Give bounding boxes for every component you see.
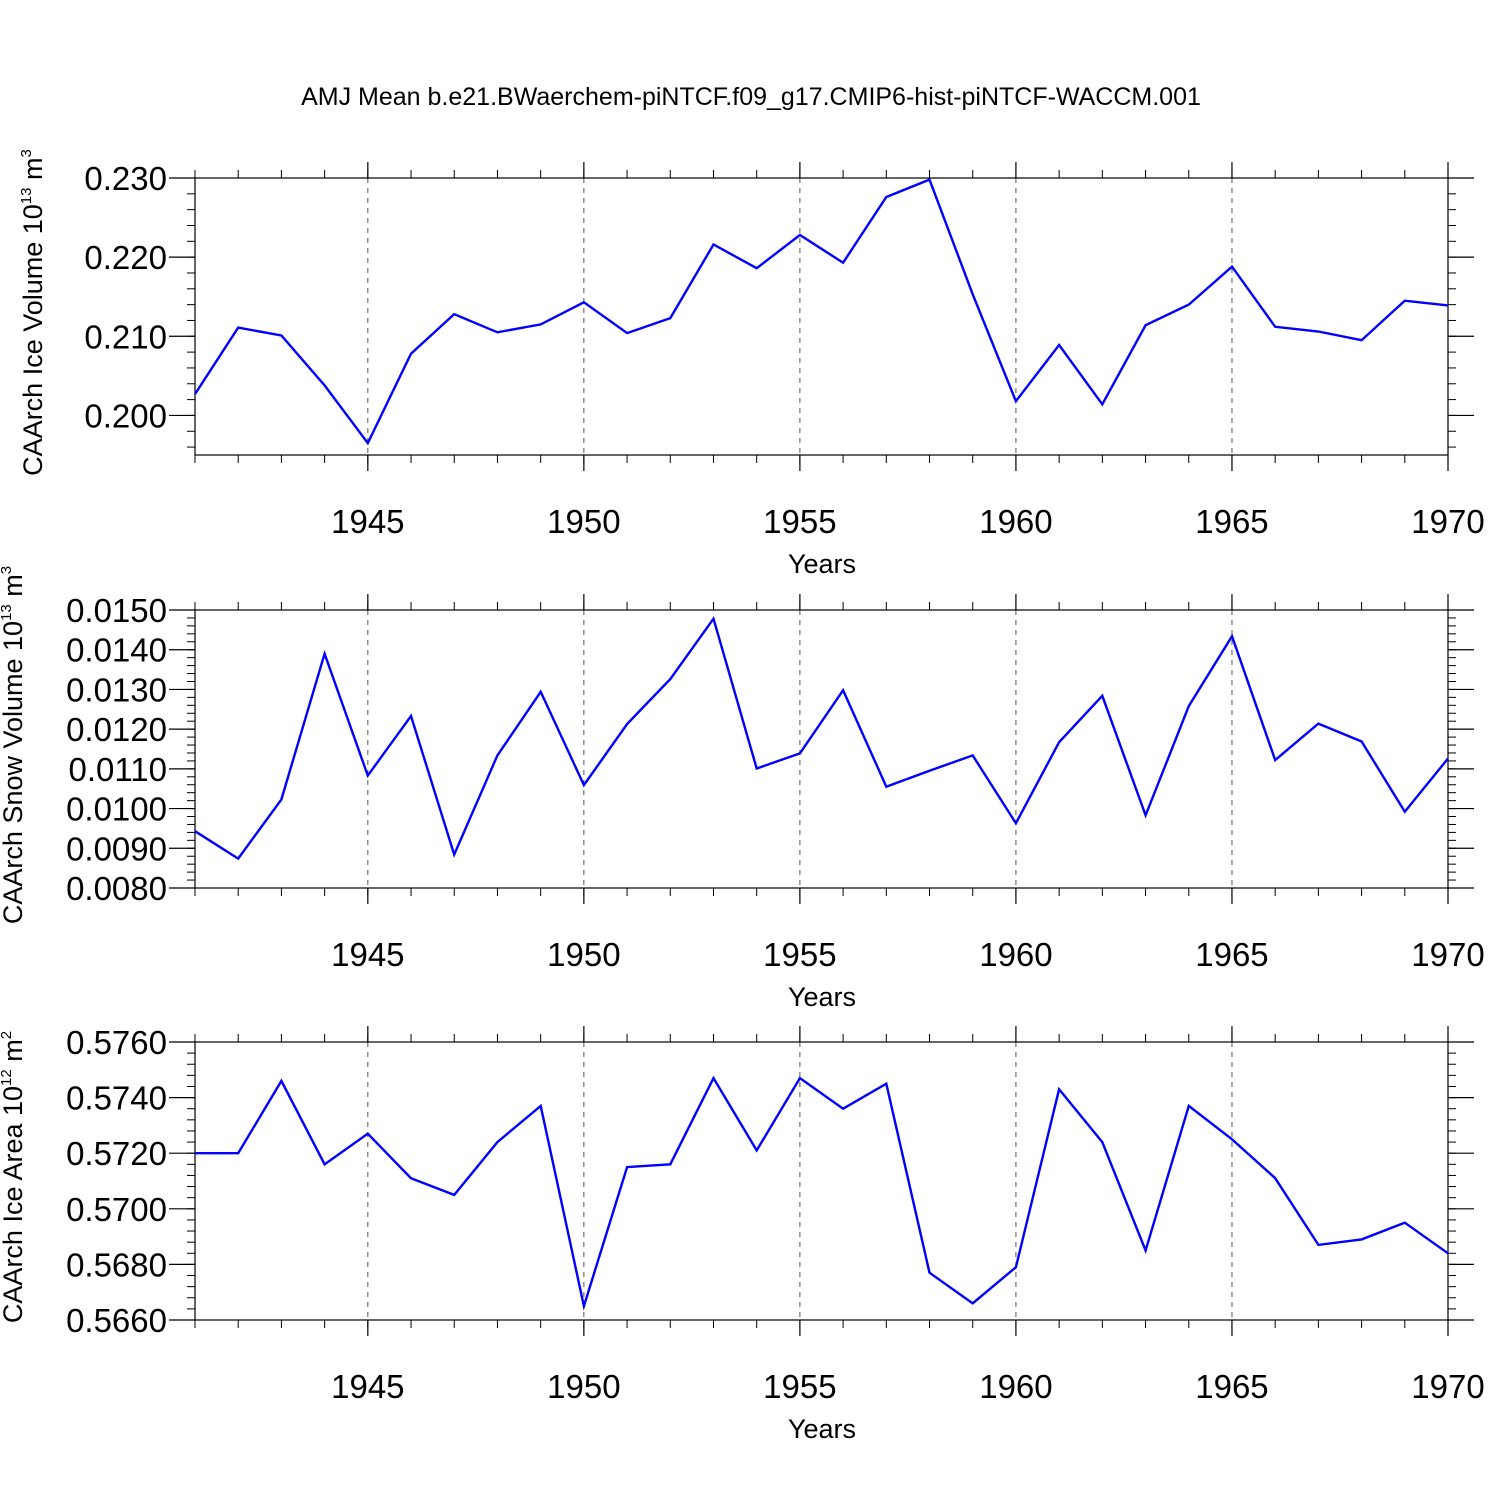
y-axis-label-exponent: 13	[0, 604, 15, 621]
y-tick-label: 0.0120	[66, 711, 167, 748]
x-tick-label: 1950	[547, 503, 620, 540]
x-tick-label: 1945	[331, 1368, 404, 1405]
y-tick-label: 0.210	[84, 318, 167, 355]
x-tick-label: 1950	[547, 936, 620, 973]
y-tick-label: 0.0090	[66, 830, 167, 867]
y-tick-label: 0.0080	[66, 870, 167, 907]
x-tick-label: 1965	[1195, 936, 1268, 973]
y-axis-label-unit-exponent: 3	[0, 566, 15, 574]
y-axis-label: CAArch Ice Volume 1013 m3	[18, 149, 48, 476]
x-tick-label: 1960	[979, 936, 1052, 973]
y-axis-label-text: CAArch Snow Volume 10	[0, 621, 28, 924]
x-tick-label: 1950	[547, 1368, 620, 1405]
y-axis-label-exponent: 12	[0, 1069, 15, 1086]
y-tick-label: 0.0110	[69, 751, 167, 788]
panels: 1945 1950 1955 1960 1965 1970 0.200 0.210 0.220 0…	[0, 149, 1485, 1444]
chart-title: AMJ Mean b.e21.BWaerchem-piNTCF.f09_g17.…	[301, 83, 1201, 111]
y-axis-label-text: CAArch Ice Volume 10	[18, 204, 48, 476]
x-tick-label: 1945	[331, 936, 404, 973]
y-tick-label: 0.0150	[66, 592, 167, 629]
plot-frame	[194, 1041, 1449, 1321]
x-tick-label: 1970	[1411, 936, 1484, 973]
y-axis-label: CAArch Snow Volume 1013 m3	[0, 566, 28, 924]
series-line	[194, 615, 1449, 861]
y-tick-label: 0.5660	[66, 1302, 167, 1339]
y-axis-label-unit: m	[18, 158, 48, 188]
chart-panel-2: 1945 1950 1955 1960 1965 19700.00800.00900.01…	[0, 566, 1485, 1012]
y-tick-label: 0.220	[84, 239, 167, 276]
series-line	[193, 178, 1449, 446]
y-axis-label-unit-exponent: 3	[18, 149, 35, 157]
x-axis-label: Years	[788, 982, 856, 1012]
y-tick-label: 0.5740	[66, 1080, 167, 1117]
y-axis-label-exponent: 13	[18, 188, 35, 205]
y-tick-label: 0.5680	[66, 1246, 167, 1283]
y-tick-label: 0.5700	[66, 1191, 167, 1228]
chart-panel-3: 1945 1950 1955 1960 1965 1970 0.5660 0.5680 0.57…	[0, 1024, 1485, 1444]
series-line	[195, 1075, 1449, 1311]
x-tick-label: 1955	[763, 1368, 836, 1405]
x-tick-label: 1965	[1195, 503, 1268, 540]
y-axis-label-unit-exponent: 2	[0, 1031, 15, 1039]
y-axis-label-unit: m	[0, 574, 28, 604]
x-tick-label: 1955	[763, 936, 836, 973]
chart-panel-1: 1945 1950 1955 1960 1965 1970 0.200 0.210 0.220 0…	[18, 149, 1485, 579]
x-tick-label: 1970	[1411, 1368, 1484, 1405]
y-tick-label: 0.0130	[66, 671, 167, 708]
x-tick-label: 1945	[331, 503, 404, 540]
plot-frame	[194, 609, 1449, 889]
y-axis-label-text: CAArch Ice Area 10	[0, 1086, 28, 1323]
y-tick-label: 0.5760	[66, 1024, 167, 1061]
y-axis-label: CAArch Ice Area 1012 m2	[0, 1031, 28, 1323]
y-tick-label: 0.5720	[66, 1135, 167, 1172]
x-tick-label: 1955	[763, 503, 836, 540]
y-axis-label-unit: m	[0, 1039, 28, 1069]
y-tick-label: 0.200	[84, 397, 167, 434]
x-axis-label: Years	[788, 1414, 856, 1444]
x-tick-label: 1970	[1411, 503, 1484, 540]
y-tick-label: 0.0100	[66, 791, 167, 828]
x-axis-label: Years	[788, 549, 856, 579]
x-tick-label: 1965	[1195, 1368, 1268, 1405]
y-tick-label: 0.230	[84, 160, 167, 197]
y-tick-label: 0.0140	[66, 632, 167, 669]
x-tick-label: 1960	[979, 1368, 1052, 1405]
plot-frame	[194, 177, 1449, 456]
x-tick-label: 1960	[979, 503, 1052, 540]
